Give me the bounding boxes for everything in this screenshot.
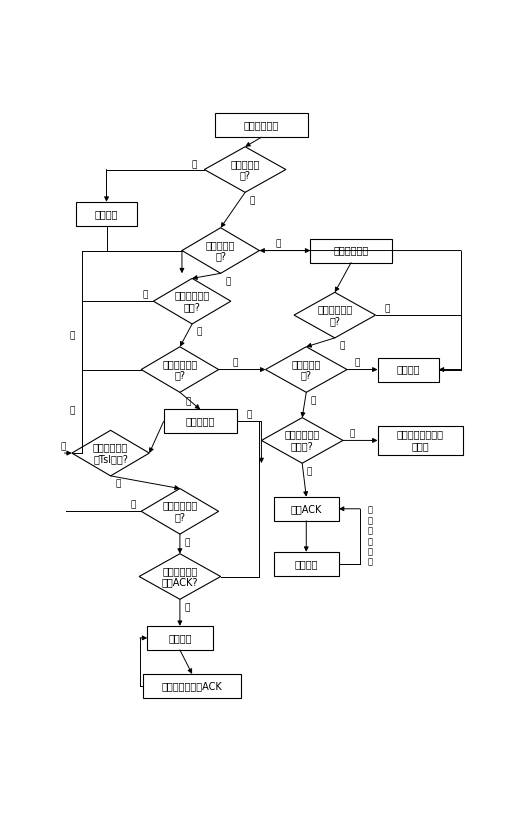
Text: 是: 是	[60, 442, 66, 451]
FancyBboxPatch shape	[378, 426, 463, 455]
Polygon shape	[266, 347, 347, 392]
Text: 否: 否	[69, 331, 75, 339]
FancyBboxPatch shape	[215, 113, 308, 137]
Text: 否: 否	[247, 411, 252, 419]
Text: 是否为对应的
提前ACK?: 是否为对应的 提前ACK?	[161, 566, 198, 587]
Polygon shape	[261, 418, 343, 464]
Text: 否: 否	[185, 397, 191, 406]
FancyBboxPatch shape	[76, 202, 137, 226]
FancyBboxPatch shape	[310, 238, 392, 262]
Text: 目的地址是否
为自己?: 目的地址是否 为自己?	[285, 430, 320, 451]
Text: 否: 否	[115, 479, 120, 488]
Text: 是: 是	[250, 196, 255, 205]
Text: 是: 是	[307, 467, 312, 476]
Text: 是否发送数
据?: 是否发送数 据?	[206, 240, 235, 261]
Polygon shape	[72, 430, 149, 476]
Text: 是: 是	[339, 342, 345, 351]
Text: 进行空闲侦听: 进行空闲侦听	[333, 246, 369, 256]
Text: 接收数据: 接收数据	[295, 559, 318, 569]
Text: 是否侦听到载
波?: 是否侦听到载 波?	[162, 501, 198, 522]
Polygon shape	[204, 147, 286, 192]
Text: 进入睡眠: 进入睡眠	[397, 364, 420, 375]
Text: 进入睡眠: 进入睡眠	[95, 209, 118, 219]
Text: 是否为短前
导?: 是否为短前 导?	[291, 358, 321, 381]
Text: 信道是否空
闲?: 信道是否空 闲?	[230, 159, 260, 180]
Text: 发送短前导: 发送短前导	[186, 417, 215, 427]
Text: 是: 是	[232, 358, 238, 367]
FancyBboxPatch shape	[164, 409, 237, 433]
Text: 否: 否	[275, 240, 280, 249]
Text: 是否侦听到载
波?: 是否侦听到载 波?	[162, 358, 198, 381]
Text: 是: 是	[185, 603, 190, 612]
Polygon shape	[141, 347, 219, 392]
Polygon shape	[141, 488, 219, 534]
Text: 是: 是	[225, 277, 231, 286]
Text: 再次接收到提前ACK: 再次接收到提前ACK	[162, 681, 222, 691]
Text: 否: 否	[191, 160, 197, 169]
Text: 是: 是	[185, 538, 190, 547]
Text: 是否进行随机
退避?: 是否进行随机 退避?	[175, 290, 210, 312]
FancyBboxPatch shape	[274, 496, 339, 521]
Text: 发送ACK: 发送ACK	[290, 504, 322, 514]
FancyBboxPatch shape	[274, 552, 339, 576]
Text: 到达重传上限
或Tsl超时?: 到达重传上限 或Tsl超时?	[93, 442, 128, 464]
Text: 是否侦听到载
波?: 是否侦听到载 波?	[317, 304, 352, 326]
Text: 否: 否	[349, 430, 355, 439]
Text: 是: 是	[69, 407, 75, 416]
Text: 是: 是	[197, 328, 202, 337]
FancyBboxPatch shape	[143, 674, 241, 698]
Text: 根据短前导进行时
间调整: 根据短前导进行时 间调整	[397, 430, 444, 451]
Polygon shape	[154, 279, 231, 324]
Polygon shape	[294, 293, 376, 338]
Text: 否: 否	[385, 304, 390, 313]
Text: 否: 否	[130, 501, 136, 510]
Text: 发送数据: 发送数据	[168, 633, 191, 643]
Text: 睡眠时间结束: 睡眠时间结束	[244, 120, 279, 130]
Text: 否: 否	[355, 358, 360, 367]
Polygon shape	[182, 228, 259, 274]
FancyBboxPatch shape	[147, 626, 213, 650]
Text: 等
待
数
据
超
时: 等 待 数 据 超 时	[367, 506, 372, 567]
FancyBboxPatch shape	[378, 358, 439, 381]
Text: 是: 是	[311, 396, 316, 405]
Polygon shape	[139, 554, 221, 599]
Text: 否: 否	[143, 290, 148, 299]
